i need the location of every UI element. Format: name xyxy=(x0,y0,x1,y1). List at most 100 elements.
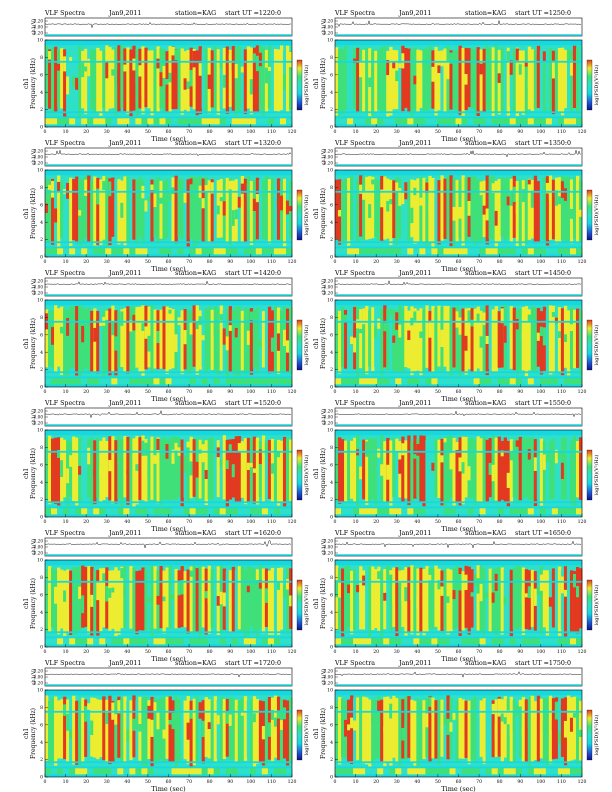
heatmap-cell xyxy=(437,378,444,385)
heatmap-cell xyxy=(539,378,547,385)
heatmap-cell xyxy=(347,50,351,116)
heatmap-cell xyxy=(425,248,432,255)
heatmap-cell xyxy=(177,438,181,497)
heatmap-cell xyxy=(273,305,278,375)
y-axis-label: Frequency (kHz) xyxy=(320,318,327,369)
quiet-stripe xyxy=(335,450,582,453)
heatmap-cell xyxy=(111,570,115,629)
heatmap-cell xyxy=(261,435,266,502)
heatmap-cell xyxy=(234,570,239,632)
x-tick-label: 120 xyxy=(288,259,297,265)
spectra-panel: VLF Spectra Jan9,2011 station=KAG start UT … xyxy=(8,398,310,533)
heatmap-cell xyxy=(69,179,73,198)
heatmap-cell xyxy=(515,638,523,645)
heatmap-cell xyxy=(231,378,239,385)
heatmap-cell xyxy=(111,321,115,336)
heatmap-cell xyxy=(120,700,124,710)
heatmap-cell xyxy=(144,572,148,589)
heatmap-cell xyxy=(246,183,251,198)
heatmap-cell xyxy=(45,437,49,500)
heatmap-cell xyxy=(165,508,172,515)
x-tick-label: 40 xyxy=(414,519,420,525)
heatmap-cell xyxy=(45,203,49,213)
heatmap-cell xyxy=(566,310,571,376)
heatmap-cell xyxy=(365,697,369,765)
heatmap-cell xyxy=(410,441,414,503)
heatmap-cell xyxy=(545,638,553,645)
heatmap-cell xyxy=(401,248,408,255)
heatmap-cell xyxy=(96,310,100,374)
y-tick-label: 0 xyxy=(330,385,333,391)
heatmap-cell xyxy=(452,697,456,764)
heatmap-cell xyxy=(461,768,468,775)
heatmap-cell xyxy=(60,326,64,334)
x-tick-label: 50 xyxy=(435,779,441,785)
heatmap-cell xyxy=(452,712,456,720)
heatmap-cell xyxy=(249,768,257,775)
heatmap-cell xyxy=(545,698,550,766)
y-tick-label: 2 xyxy=(330,107,333,113)
heatmap-cell xyxy=(521,508,529,515)
heatmap-cell xyxy=(243,118,251,125)
heatmap-cell xyxy=(359,118,366,125)
heatmap-cell xyxy=(285,378,293,385)
channel-frame xyxy=(44,537,293,557)
heatmap-cell xyxy=(374,728,378,746)
heatmap-cell xyxy=(177,698,181,763)
heatmap-cell xyxy=(536,451,541,456)
heatmap-cell xyxy=(237,566,242,630)
heatmap-cell xyxy=(210,179,214,243)
heatmap-cell xyxy=(461,175,465,246)
heatmap-cell xyxy=(60,306,64,375)
heatmap-cell xyxy=(437,180,441,245)
heatmap-cell xyxy=(126,729,130,742)
heatmap-cell xyxy=(93,50,97,114)
heatmap-cell xyxy=(258,179,263,244)
y-tick-label: 8 xyxy=(40,705,43,711)
heatmap-cell xyxy=(557,196,562,205)
heatmap-cell xyxy=(377,118,384,125)
heatmap-cell xyxy=(159,768,166,775)
heatmap-cell xyxy=(578,46,583,109)
y-tick-label: 6 xyxy=(40,722,43,728)
heatmap-cell xyxy=(225,177,230,242)
heatmap-cell xyxy=(105,308,109,373)
channel-frame xyxy=(44,277,293,297)
heatmap-cell xyxy=(515,248,523,255)
heatmap-cell xyxy=(51,697,55,763)
colorbar: log(PSD)(V²/Hz) xyxy=(296,319,310,371)
heatmap-cell xyxy=(120,698,124,762)
heatmap-cell xyxy=(551,60,556,79)
heatmap-cell xyxy=(264,175,269,240)
quiet-stripe xyxy=(335,501,582,504)
date-label: Jan9,2011 xyxy=(109,400,142,407)
heatmap-cell xyxy=(189,118,196,125)
heatmap-cell xyxy=(413,638,420,645)
ch-tick-label: 0.20 xyxy=(34,409,44,414)
chart-title: VLF Spectra xyxy=(45,530,85,537)
heatmap-cell xyxy=(216,49,221,115)
heatmap-cell xyxy=(350,336,354,345)
heatmap-cell xyxy=(168,72,172,83)
heatmap-cell xyxy=(521,333,526,342)
heatmap-cell xyxy=(560,576,565,594)
heatmap-cell xyxy=(180,439,184,507)
heatmap-cell xyxy=(503,248,510,255)
heatmap-cell xyxy=(165,439,169,500)
ch-trace-line xyxy=(44,540,292,549)
spectra-panel: VLF Spectra Jan9,2011 station=KAG start UT … xyxy=(298,268,600,403)
heatmap-cell xyxy=(473,248,480,255)
heatmap-cell xyxy=(138,324,142,342)
y-axis-prefix: ch1 xyxy=(313,728,320,739)
x-tick-label: 70 xyxy=(186,389,192,395)
heatmap-cell xyxy=(491,309,495,373)
heatmap-cell xyxy=(425,118,432,125)
heatmap-cell xyxy=(96,188,100,205)
heatmap-cell xyxy=(389,118,396,125)
heatmap-cell xyxy=(560,704,565,710)
heatmap-cell xyxy=(455,378,462,385)
heatmap-cell xyxy=(255,118,263,125)
ch-tick-label: 0.00 xyxy=(34,285,44,290)
heatmap-cell xyxy=(249,462,254,468)
x-tick-label: 120 xyxy=(578,779,587,785)
